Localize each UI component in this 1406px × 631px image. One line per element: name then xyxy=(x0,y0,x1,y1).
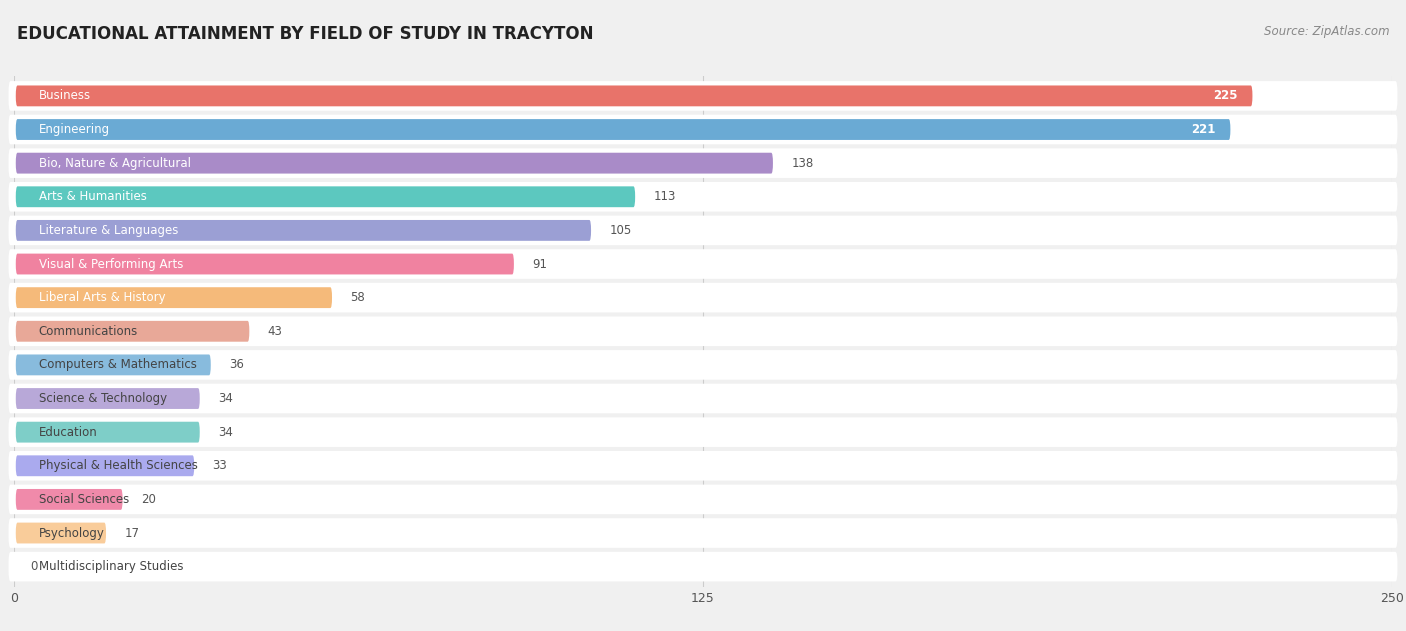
FancyBboxPatch shape xyxy=(8,115,1398,144)
FancyBboxPatch shape xyxy=(15,489,122,510)
FancyBboxPatch shape xyxy=(15,355,211,375)
Text: Visual & Performing Arts: Visual & Performing Arts xyxy=(39,257,183,271)
Text: 225: 225 xyxy=(1213,90,1237,102)
FancyBboxPatch shape xyxy=(15,153,773,174)
Text: Physical & Health Sciences: Physical & Health Sciences xyxy=(39,459,198,472)
FancyBboxPatch shape xyxy=(15,186,636,207)
Text: Arts & Humanities: Arts & Humanities xyxy=(39,191,146,203)
Text: 105: 105 xyxy=(609,224,631,237)
Text: 0: 0 xyxy=(31,560,38,573)
FancyBboxPatch shape xyxy=(15,422,200,442)
FancyBboxPatch shape xyxy=(8,249,1398,279)
Text: Source: ZipAtlas.com: Source: ZipAtlas.com xyxy=(1264,25,1389,38)
FancyBboxPatch shape xyxy=(15,119,1230,140)
FancyBboxPatch shape xyxy=(15,220,591,241)
Text: Science & Technology: Science & Technology xyxy=(39,392,167,405)
FancyBboxPatch shape xyxy=(8,384,1398,413)
FancyBboxPatch shape xyxy=(8,148,1398,178)
Text: 91: 91 xyxy=(531,257,547,271)
FancyBboxPatch shape xyxy=(8,417,1398,447)
Text: Social Sciences: Social Sciences xyxy=(39,493,129,506)
Text: 34: 34 xyxy=(218,426,233,439)
Text: Business: Business xyxy=(39,90,91,102)
FancyBboxPatch shape xyxy=(8,552,1398,581)
Text: 36: 36 xyxy=(229,358,243,372)
Text: 33: 33 xyxy=(212,459,228,472)
FancyBboxPatch shape xyxy=(8,350,1398,380)
Text: Psychology: Psychology xyxy=(39,526,104,540)
Text: Education: Education xyxy=(39,426,97,439)
FancyBboxPatch shape xyxy=(15,321,249,342)
FancyBboxPatch shape xyxy=(8,518,1398,548)
FancyBboxPatch shape xyxy=(15,522,105,543)
Text: 113: 113 xyxy=(654,191,676,203)
Text: 17: 17 xyxy=(124,526,139,540)
Text: Engineering: Engineering xyxy=(39,123,110,136)
Text: Computers & Mathematics: Computers & Mathematics xyxy=(39,358,197,372)
FancyBboxPatch shape xyxy=(15,287,332,308)
Text: 58: 58 xyxy=(350,291,366,304)
Text: Bio, Nature & Agricultural: Bio, Nature & Agricultural xyxy=(39,156,191,170)
FancyBboxPatch shape xyxy=(15,388,200,409)
FancyBboxPatch shape xyxy=(8,451,1398,481)
Text: Liberal Arts & History: Liberal Arts & History xyxy=(39,291,166,304)
FancyBboxPatch shape xyxy=(8,485,1398,514)
Text: 20: 20 xyxy=(141,493,156,506)
Text: 34: 34 xyxy=(218,392,233,405)
Text: Literature & Languages: Literature & Languages xyxy=(39,224,179,237)
Text: 221: 221 xyxy=(1191,123,1216,136)
Text: 138: 138 xyxy=(792,156,814,170)
Text: EDUCATIONAL ATTAINMENT BY FIELD OF STUDY IN TRACYTON: EDUCATIONAL ATTAINMENT BY FIELD OF STUDY… xyxy=(17,25,593,44)
FancyBboxPatch shape xyxy=(8,81,1398,110)
FancyBboxPatch shape xyxy=(8,283,1398,312)
FancyBboxPatch shape xyxy=(15,254,515,274)
Text: 43: 43 xyxy=(267,325,283,338)
FancyBboxPatch shape xyxy=(8,317,1398,346)
Text: Communications: Communications xyxy=(39,325,138,338)
FancyBboxPatch shape xyxy=(8,182,1398,211)
FancyBboxPatch shape xyxy=(15,85,1253,106)
FancyBboxPatch shape xyxy=(15,456,194,476)
FancyBboxPatch shape xyxy=(8,216,1398,245)
Text: Multidisciplinary Studies: Multidisciplinary Studies xyxy=(39,560,183,573)
